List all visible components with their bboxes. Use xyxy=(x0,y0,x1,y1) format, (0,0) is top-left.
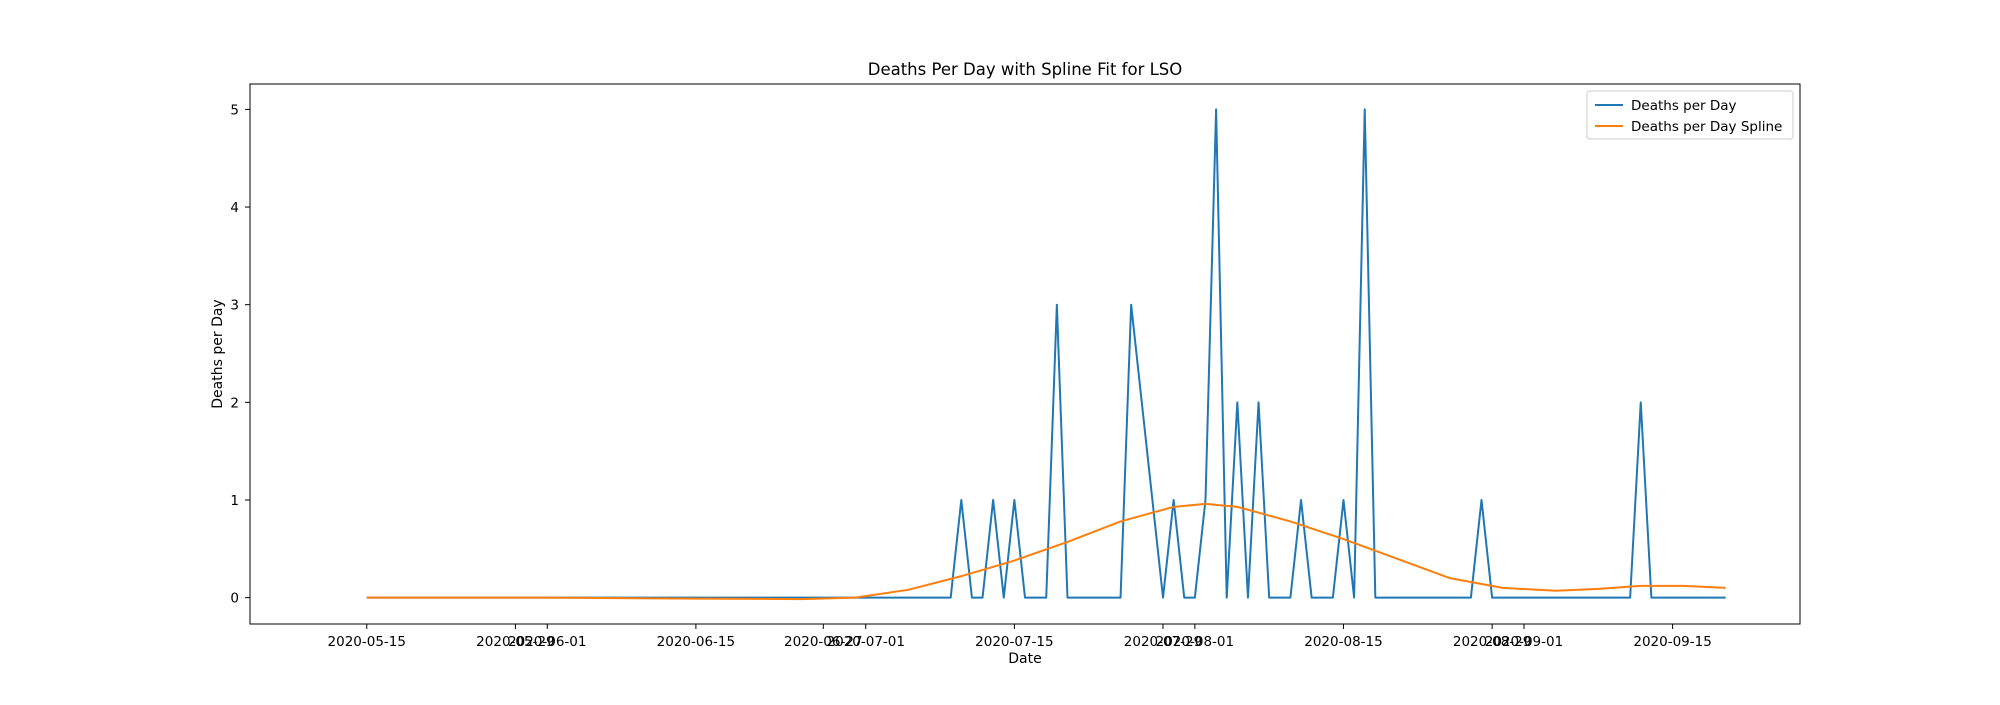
x-tick-label: 2020-07-15 xyxy=(975,634,1053,650)
x-axis-label: Date xyxy=(1008,651,1041,667)
y-tick-label: 3 xyxy=(230,298,239,314)
x-tick-label: 2020-08-15 xyxy=(1304,634,1382,650)
x-tick-label: 2020-06-27 xyxy=(784,634,862,650)
series-line-1 xyxy=(366,108,1726,599)
x-tick-label: 2020-06-15 xyxy=(657,634,735,650)
chart-title: Deaths Per Day with Spline Fit for LSO xyxy=(868,60,1183,79)
x-tick-label: 2020-07-01 xyxy=(827,634,905,650)
y-axis-label: Deaths per Day xyxy=(210,299,226,408)
y-tick-label: 1 xyxy=(230,493,239,509)
y-tick-label: 0 xyxy=(230,591,239,607)
x-tick-label: 2020-09-01 xyxy=(1485,634,1563,650)
y-tick-label: 5 xyxy=(230,102,239,118)
plot-frame xyxy=(249,83,1801,625)
legend-label: Deaths per Day xyxy=(1631,98,1737,114)
y-tick-label: 2 xyxy=(230,395,239,411)
x-tick-label: 2020-05-29 xyxy=(476,634,554,650)
legend-box xyxy=(1586,90,1794,140)
x-tick-label: 2020-09-15 xyxy=(1633,634,1711,650)
legend: Deaths per Day Deaths per Day Spline xyxy=(1586,90,1794,140)
legend-label: Deaths per Day Spline xyxy=(1631,119,1782,135)
series-line-2 xyxy=(366,502,1726,601)
x-tick-label: 2020-06-01 xyxy=(508,634,586,650)
y-axis: 0 1 2 3 4 5 xyxy=(230,102,250,607)
x-tick-label: 2020-07-29 xyxy=(1124,634,1202,650)
y-tick-label: 4 xyxy=(230,200,239,216)
x-tick-label: 2020-08-01 xyxy=(1156,634,1234,650)
x-tick-label: 2020-08-29 xyxy=(1453,634,1531,650)
x-tick-label: 2020-05-15 xyxy=(328,634,406,650)
plot-area xyxy=(366,108,1726,601)
